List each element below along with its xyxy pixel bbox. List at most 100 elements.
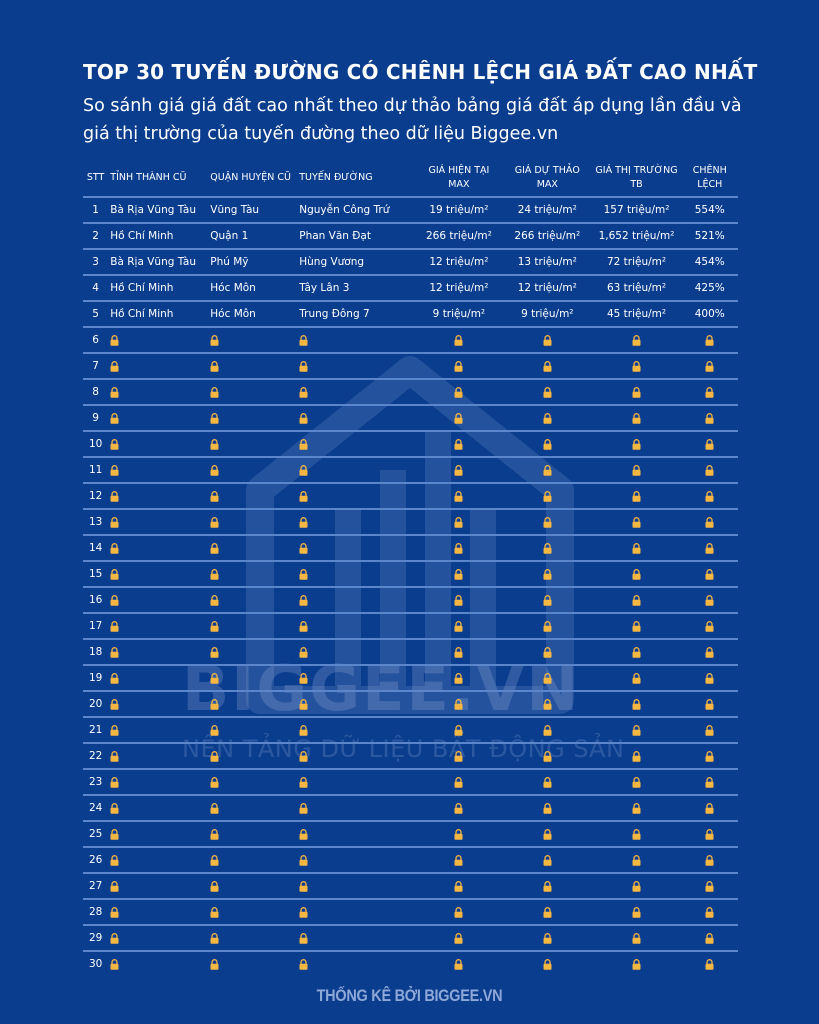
lock-icon xyxy=(110,958,119,970)
lock-icon xyxy=(299,906,308,918)
locked-table-row: 16 xyxy=(83,587,738,614)
locked-cell xyxy=(681,899,738,926)
lock-icon xyxy=(543,542,552,554)
lock-icon xyxy=(210,386,219,398)
lock-icon xyxy=(632,620,641,632)
lock-icon xyxy=(543,568,552,580)
locked-cell xyxy=(681,743,738,770)
locked-cell xyxy=(681,639,738,666)
lock-icon xyxy=(210,646,219,658)
row-number: 18 xyxy=(83,639,109,666)
locked-cell xyxy=(414,717,504,744)
row-number: 17 xyxy=(83,613,109,640)
lock-icon xyxy=(299,412,308,424)
page-title: TOP 30 TUYẾN ĐƯỜNG CÓ CHÊNH LỆCH GIÁ ĐẤT… xyxy=(83,60,758,84)
row-number: 27 xyxy=(83,873,109,900)
lock-icon xyxy=(210,880,219,892)
lock-icon xyxy=(632,360,641,372)
lock-icon xyxy=(454,646,463,658)
lock-icon xyxy=(210,490,219,502)
locked-cell xyxy=(681,873,738,900)
locked-cell xyxy=(503,431,592,458)
lock-icon xyxy=(110,568,119,580)
locked-cell xyxy=(591,925,682,952)
locked-cell xyxy=(208,483,298,510)
lock-icon xyxy=(705,802,714,814)
lock-icon xyxy=(705,594,714,606)
locked-cell xyxy=(108,847,209,874)
locked-cell xyxy=(681,821,738,848)
lock-icon xyxy=(632,958,641,970)
table-cell: Nguyễn Công Trứ xyxy=(297,197,415,224)
table-row: 1 Bà Rịa Vũng Tàu Vũng Tàu Nguyễn Công Trứ 1… xyxy=(83,197,738,224)
locked-cell xyxy=(297,483,415,510)
locked-cell xyxy=(297,717,415,744)
lock-icon xyxy=(632,490,641,502)
locked-cell xyxy=(208,899,298,926)
locked-cell xyxy=(591,587,682,614)
lock-icon xyxy=(210,412,219,424)
column-header: GIÁ HIỆN TẠI MAX xyxy=(414,160,504,198)
locked-cell xyxy=(297,327,415,354)
page-subtitle: So sánh giá giá đất cao nhất theo dự thả… xyxy=(83,96,742,144)
locked-cell xyxy=(297,795,415,822)
locked-cell xyxy=(591,431,682,458)
table-cell: Hồ Chí Minh xyxy=(108,301,209,328)
lock-icon xyxy=(632,906,641,918)
lock-icon xyxy=(210,854,219,866)
locked-cell xyxy=(208,821,298,848)
table-cell: Hóc Môn xyxy=(208,275,298,302)
lock-icon xyxy=(210,542,219,554)
locked-cell xyxy=(591,899,682,926)
lock-icon xyxy=(110,594,119,606)
table-cell: Phú Mỹ xyxy=(208,249,298,276)
table-cell: Tây Lân 3 xyxy=(297,275,415,302)
lock-icon xyxy=(454,750,463,762)
locked-cell xyxy=(208,639,298,666)
lock-icon xyxy=(210,464,219,476)
lock-icon xyxy=(705,620,714,632)
lock-icon xyxy=(210,594,219,606)
locked-cell xyxy=(297,951,414,976)
locked-cell xyxy=(414,795,504,822)
locked-cell xyxy=(414,743,504,770)
table-cell: Hóc Môn xyxy=(208,301,298,328)
locked-cell xyxy=(297,847,415,874)
lock-icon xyxy=(632,386,641,398)
locked-cell xyxy=(681,769,738,796)
locked-cell xyxy=(591,847,682,874)
lock-icon xyxy=(110,698,119,710)
locked-table-row: 6 xyxy=(83,327,738,354)
lock-icon xyxy=(110,828,119,840)
lock-icon xyxy=(210,620,219,632)
lock-icon xyxy=(705,568,714,580)
lock-icon xyxy=(110,412,119,424)
locked-cell xyxy=(503,457,592,484)
row-number: 21 xyxy=(83,717,109,744)
lock-icon xyxy=(110,490,119,502)
lock-icon xyxy=(543,880,552,892)
locked-cell xyxy=(681,509,738,536)
locked-cell xyxy=(108,379,209,406)
locked-cell xyxy=(108,353,209,380)
lock-icon xyxy=(110,880,119,892)
lock-icon xyxy=(543,360,552,372)
lock-icon xyxy=(110,724,119,736)
table-cell: Vũng Tàu xyxy=(208,197,298,224)
locked-cell xyxy=(208,353,298,380)
locked-table-row: 7 xyxy=(83,353,738,380)
lock-icon xyxy=(210,516,219,528)
locked-cell xyxy=(297,691,415,718)
row-number: 9 xyxy=(83,405,109,432)
locked-cell xyxy=(681,717,738,744)
locked-cell xyxy=(297,353,415,380)
lock-icon xyxy=(543,906,552,918)
locked-cell xyxy=(108,327,209,354)
lock-icon xyxy=(454,906,463,918)
table-cell: 24 triệu/m² xyxy=(503,197,592,224)
lock-icon xyxy=(543,412,552,424)
locked-cell xyxy=(503,847,592,874)
locked-cell xyxy=(503,405,592,432)
lock-icon xyxy=(705,854,714,866)
lock-icon xyxy=(543,932,552,944)
